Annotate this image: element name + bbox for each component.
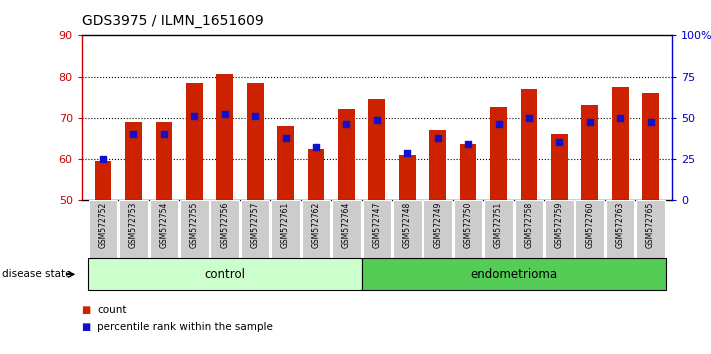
Bar (247, 83, 264, 200)
Text: endometrioma: endometrioma (470, 268, 557, 281)
Bar (399, 155, 416, 200)
Text: GSM572765: GSM572765 (646, 202, 655, 248)
FancyBboxPatch shape (210, 200, 239, 258)
Text: GSM572759: GSM572759 (555, 202, 564, 248)
Text: GSM572748: GSM572748 (402, 202, 412, 248)
FancyBboxPatch shape (575, 200, 604, 258)
Text: GSM572760: GSM572760 (585, 202, 594, 248)
Point (462, 142, 474, 147)
Text: GSM572757: GSM572757 (251, 202, 260, 248)
FancyBboxPatch shape (636, 200, 665, 258)
Point (341, 121, 352, 127)
FancyBboxPatch shape (119, 200, 148, 258)
Point (250, 113, 261, 119)
Bar (368, 99, 385, 200)
Point (310, 144, 321, 149)
FancyBboxPatch shape (332, 200, 360, 258)
Bar (125, 122, 141, 200)
Text: ■: ■ (82, 322, 94, 332)
Text: GSM572756: GSM572756 (220, 202, 229, 248)
Point (402, 150, 413, 155)
Text: percentile rank within the sample: percentile rank within the sample (97, 322, 273, 332)
Text: GDS3975 / ILMN_1651609: GDS3975 / ILMN_1651609 (82, 14, 264, 28)
Text: GSM572761: GSM572761 (281, 202, 290, 248)
Point (371, 117, 383, 122)
Point (645, 119, 656, 125)
Bar (460, 144, 476, 200)
Bar (156, 122, 172, 200)
Bar (338, 109, 355, 200)
Point (493, 121, 504, 127)
Bar (308, 149, 324, 200)
Text: GSM572764: GSM572764 (342, 202, 351, 248)
Text: GSM572749: GSM572749 (433, 202, 442, 248)
Text: GSM572758: GSM572758 (525, 202, 533, 248)
FancyBboxPatch shape (149, 200, 178, 258)
Text: GSM572752: GSM572752 (99, 202, 107, 248)
Text: GSM572750: GSM572750 (464, 202, 473, 248)
Text: control: control (204, 268, 245, 281)
Point (97, 156, 109, 162)
FancyBboxPatch shape (362, 258, 665, 290)
Bar (429, 130, 446, 200)
Text: GSM572754: GSM572754 (159, 202, 169, 248)
FancyBboxPatch shape (272, 200, 300, 258)
Bar (582, 105, 598, 200)
Point (523, 115, 535, 120)
FancyBboxPatch shape (393, 200, 422, 258)
Text: GSM572762: GSM572762 (311, 202, 321, 248)
Point (128, 131, 139, 137)
FancyBboxPatch shape (484, 200, 513, 258)
Bar (490, 107, 507, 200)
Bar (612, 87, 629, 200)
FancyBboxPatch shape (241, 200, 269, 258)
Point (219, 111, 230, 116)
Point (188, 113, 200, 119)
FancyBboxPatch shape (180, 200, 208, 258)
FancyBboxPatch shape (88, 258, 362, 290)
Bar (216, 74, 233, 200)
Point (554, 139, 565, 145)
FancyBboxPatch shape (545, 200, 574, 258)
Text: GSM572747: GSM572747 (373, 202, 381, 248)
Bar (186, 83, 203, 200)
Text: GSM572763: GSM572763 (616, 202, 625, 248)
FancyBboxPatch shape (363, 200, 391, 258)
Text: ■: ■ (82, 305, 94, 315)
FancyBboxPatch shape (301, 200, 331, 258)
Point (584, 119, 595, 125)
Text: disease state: disease state (2, 269, 72, 279)
Text: GSM572753: GSM572753 (129, 202, 138, 248)
Point (614, 115, 626, 120)
Bar (551, 134, 567, 200)
Point (159, 131, 170, 137)
Point (432, 136, 444, 141)
FancyBboxPatch shape (423, 200, 452, 258)
Bar (95, 161, 112, 200)
Text: count: count (97, 305, 127, 315)
Point (280, 136, 292, 141)
Bar (642, 93, 659, 200)
Text: GSM572755: GSM572755 (190, 202, 199, 248)
FancyBboxPatch shape (89, 200, 117, 258)
Text: GSM572751: GSM572751 (494, 202, 503, 248)
Bar (277, 126, 294, 200)
FancyBboxPatch shape (454, 200, 482, 258)
FancyBboxPatch shape (515, 200, 543, 258)
Bar (520, 89, 538, 200)
FancyBboxPatch shape (606, 200, 634, 258)
